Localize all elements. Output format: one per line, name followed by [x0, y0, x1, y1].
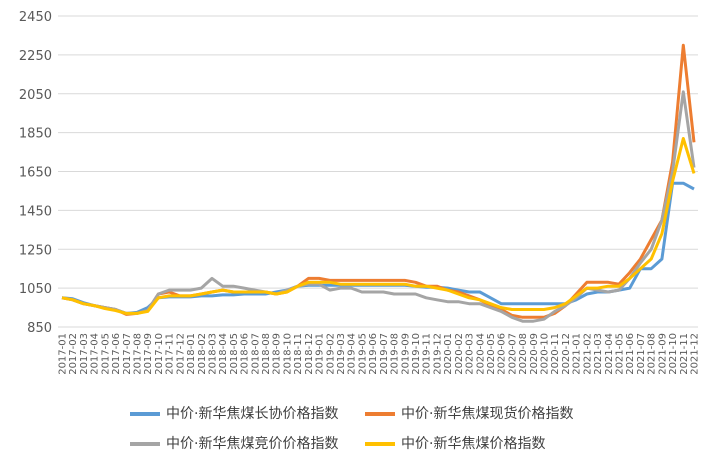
series-line	[61, 43, 696, 319]
x-tick-label: 2018-07	[250, 333, 261, 375]
y-tick-label: 1250	[19, 243, 52, 258]
x-tick-label: 2019-08	[390, 333, 401, 375]
x-tick-label: 2019-05	[357, 333, 368, 375]
x-tick-label: 2021-01	[572, 333, 583, 375]
x-tick-label: 2021-06	[625, 333, 636, 375]
x-tick-label: 2020-04	[475, 333, 486, 375]
x-tick-label: 2020-08	[518, 333, 529, 375]
x-tick-label: 2020-10	[540, 333, 551, 375]
x-tick-label: 2019-11	[422, 333, 433, 375]
x-tick-label: 2020-11	[550, 333, 561, 375]
x-tick-label: 2017-01	[58, 333, 69, 375]
y-tick-label: 2250	[19, 49, 52, 64]
y-tick-label: 2450	[19, 10, 52, 25]
x-tick-label: 2018-10	[282, 333, 293, 375]
legend-label: 中价·新华焦煤竞价价格指数	[166, 435, 338, 452]
y-tick-label: 1450	[19, 204, 52, 219]
x-tick-label: 2020-07	[507, 333, 518, 375]
x-tick-label: 2017-05	[100, 333, 111, 375]
x-tick-label: 2020-05	[486, 333, 497, 375]
series-line	[61, 137, 696, 315]
x-tick-label: 2018-03	[207, 333, 218, 375]
legend-label: 中价·新华焦煤长协价格指数	[166, 406, 338, 422]
y-tick-label: 2050	[19, 88, 52, 103]
x-tick-label: 2018-12	[304, 333, 315, 375]
y-tick-label: 1850	[19, 127, 52, 142]
legend-label: 中价·新华焦煤价格指数	[401, 436, 545, 452]
x-tick-label: 2020-03	[465, 333, 476, 375]
x-tick-label: 2017-09	[143, 333, 154, 375]
y-tick-label: 1650	[19, 166, 52, 181]
x-tick-label: 2019-01	[315, 333, 326, 375]
x-tick-label: 2021-12	[690, 333, 701, 375]
x-tick-label: 2019-12	[432, 333, 443, 375]
x-tick-label: 2018-01	[186, 333, 197, 375]
x-tick-label: 2017-08	[132, 333, 143, 375]
y-tick-label: 1050	[19, 282, 52, 297]
x-tick-label: 2018-08	[261, 333, 272, 375]
x-tick-label: 2019-09	[400, 333, 411, 375]
x-tick-label: 2018-02	[197, 333, 208, 375]
x-tick-label: 2019-04	[347, 333, 358, 375]
x-tick-label: 2019-03	[336, 333, 347, 375]
x-tick-label: 2021-02	[582, 333, 593, 375]
x-tick-label: 2021-07	[636, 333, 647, 375]
legend-label: 中价·新华焦煤现货价格指数	[401, 405, 573, 422]
x-tick-label: 2021-08	[647, 333, 658, 375]
x-tick-label: 2021-10	[668, 333, 679, 375]
x-tick-label: 2019-07	[379, 333, 390, 375]
x-tick-label: 2018-05	[229, 333, 240, 375]
x-tick-label: 2017-10	[154, 333, 165, 375]
x-tick-label: 2017-02	[68, 333, 79, 375]
x-tick-label: 2017-07	[122, 333, 133, 375]
x-tick-label: 2019-06	[368, 333, 379, 375]
x-tick-label: 2017-03	[79, 333, 90, 375]
x-tick-label: 2019-02	[325, 333, 336, 375]
x-tick-label: 2020-09	[529, 333, 540, 375]
x-tick-label: 2017-12	[175, 333, 186, 375]
x-tick-label: 2017-04	[90, 333, 101, 375]
x-tick-label: 2018-11	[293, 333, 304, 375]
x-tick-label: 2020-12	[561, 333, 572, 375]
x-tick-label: 2018-06	[240, 333, 251, 375]
x-tick-label: 2019-10	[411, 333, 422, 375]
x-tick-label: 2021-04	[604, 333, 615, 375]
x-tick-label: 2021-09	[657, 333, 668, 375]
x-tick-label: 2020-06	[497, 333, 508, 375]
x-tick-label: 2018-04	[218, 333, 229, 375]
x-tick-label: 2021-05	[615, 333, 626, 375]
x-tick-label: 2017-11	[165, 333, 176, 375]
x-tick-label: 2020-01	[443, 333, 454, 375]
y-tick-label: 850	[27, 321, 52, 336]
x-tick-label: 2021-11	[679, 333, 690, 375]
x-tick-label: 2020-02	[454, 333, 465, 375]
x-tick-label: 2017-06	[111, 333, 122, 375]
x-tick-label: 2018-09	[272, 333, 283, 375]
x-tick-label: 2021-03	[593, 333, 604, 375]
